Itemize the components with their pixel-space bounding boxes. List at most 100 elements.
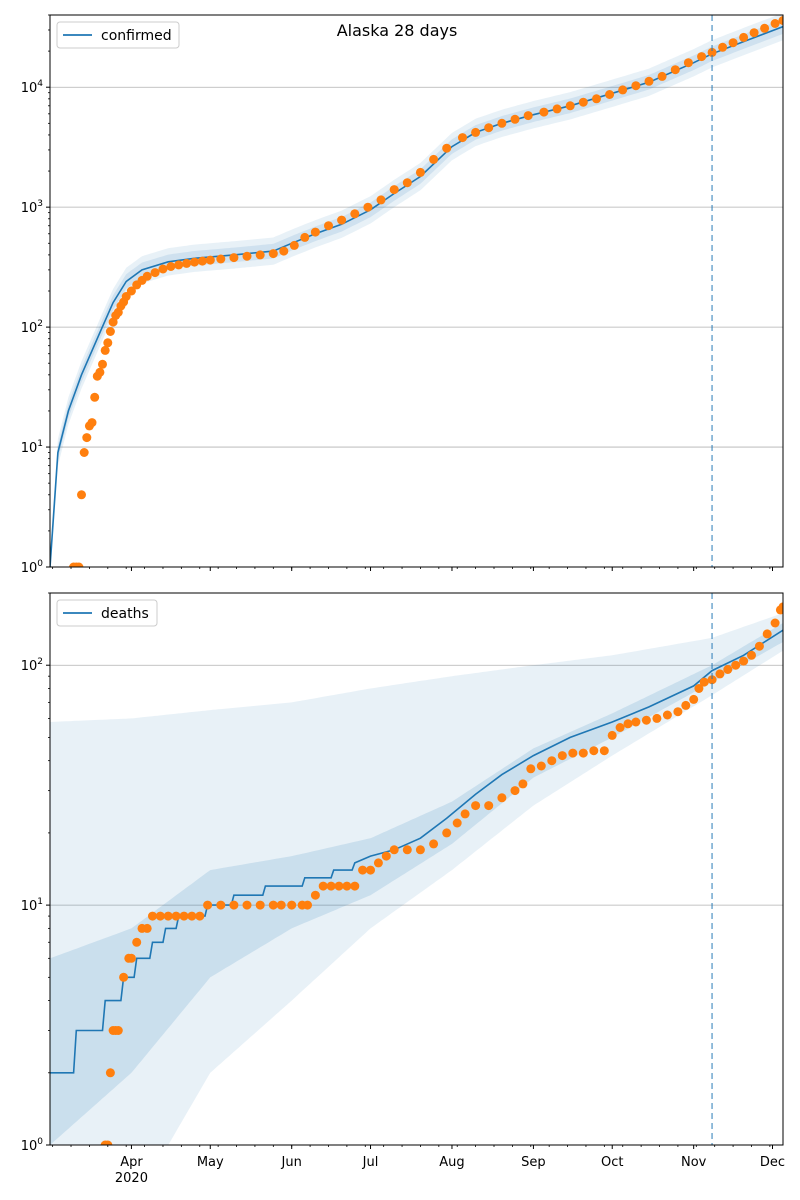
observed-point (402, 178, 412, 188)
observed-point (471, 801, 481, 811)
observed-point (547, 756, 557, 766)
observed-point (568, 748, 578, 758)
observed-point (631, 717, 641, 727)
legend-box (56, 599, 158, 627)
observed-point (148, 911, 157, 921)
observed-point (119, 972, 129, 982)
observed-point (644, 76, 654, 86)
observed-point (142, 271, 152, 281)
observed-point (279, 246, 289, 256)
plot-area (50, 593, 783, 1145)
observed-point (350, 209, 360, 219)
observed-point (100, 345, 110, 355)
observed-point (415, 845, 425, 855)
observed-point (723, 665, 733, 674)
observed-point (605, 90, 615, 99)
observed-point (589, 746, 599, 756)
x-tick-label: Jul (362, 1155, 379, 1170)
observed-point (363, 202, 373, 212)
observed-point (324, 221, 333, 231)
observed-point (303, 900, 312, 910)
legend-box (56, 21, 180, 49)
observed-point (739, 656, 749, 666)
observed-point (592, 94, 601, 104)
observed-point (707, 675, 717, 685)
observed-point (77, 490, 86, 500)
observed-point (429, 154, 439, 164)
observed-point (707, 47, 717, 57)
x-tick-label: Jun (281, 1155, 302, 1170)
x-tick-label: Sep (521, 1155, 546, 1170)
y-tick-label: 100 (21, 1137, 44, 1154)
observed-point (697, 52, 707, 62)
observed-point (163, 911, 173, 921)
observed-point (268, 900, 278, 910)
observed-point (276, 900, 286, 910)
observed-point (510, 114, 520, 124)
observed-point (268, 249, 278, 259)
observed-point (510, 786, 520, 796)
observed-point (79, 448, 89, 457)
observed-point (98, 359, 107, 369)
observed-point (429, 839, 439, 849)
observed-point (770, 19, 780, 28)
observed-point (460, 809, 470, 819)
observed-point (389, 845, 399, 855)
observed-point (442, 828, 452, 838)
observed-point (778, 602, 783, 612)
uncertainty-band-inner (50, 19, 783, 567)
y-tick-label: 102 (21, 319, 43, 336)
observed-point (471, 127, 481, 137)
observed-point (578, 748, 588, 758)
observed-point (699, 677, 709, 687)
observed-point (670, 65, 680, 75)
observed-point (150, 268, 160, 278)
observed-point (197, 256, 207, 266)
observed-point (334, 881, 344, 891)
observed-point (518, 779, 528, 789)
model-median-line (50, 25, 783, 567)
observed-point (607, 730, 617, 740)
y-tick-label: 102 (21, 657, 43, 674)
observed-point (681, 700, 691, 710)
observed-point (187, 911, 197, 921)
observed-point (536, 761, 546, 771)
observed-point (731, 660, 741, 670)
observed-point (715, 669, 725, 679)
observed-point (113, 1026, 123, 1035)
observed-point (255, 250, 265, 260)
x-tick-label: May (197, 1155, 224, 1170)
observed-point (565, 101, 575, 111)
observed-point (689, 694, 699, 704)
observed-point (615, 723, 625, 732)
observed-point (373, 858, 383, 868)
x-tick-label: Dec (760, 1155, 785, 1170)
observed-point (358, 865, 368, 875)
observed-point (623, 719, 633, 729)
observed-point (229, 900, 239, 910)
observed-point (190, 257, 199, 267)
observed-point (158, 264, 168, 274)
x-tick-year-label: 2020 (115, 1171, 148, 1186)
observed-point (484, 801, 494, 811)
observed-point (415, 167, 425, 177)
observed-point (442, 143, 452, 153)
observed-point (539, 107, 549, 117)
observed-point (760, 23, 770, 33)
observed-point (747, 650, 756, 660)
observed-point (557, 751, 567, 761)
observed-point (155, 911, 165, 921)
observed-point (203, 900, 213, 910)
observed-point (770, 618, 780, 628)
observed-point (195, 911, 205, 921)
observed-point (90, 392, 100, 402)
observed-point (182, 258, 192, 268)
observed-point (728, 38, 738, 48)
uncertainty-band-outer (50, 15, 783, 567)
y-tick-label: 100 (21, 559, 44, 576)
observed-point (739, 32, 749, 42)
observed-point (318, 881, 328, 891)
legend-label: deaths (101, 606, 149, 622)
